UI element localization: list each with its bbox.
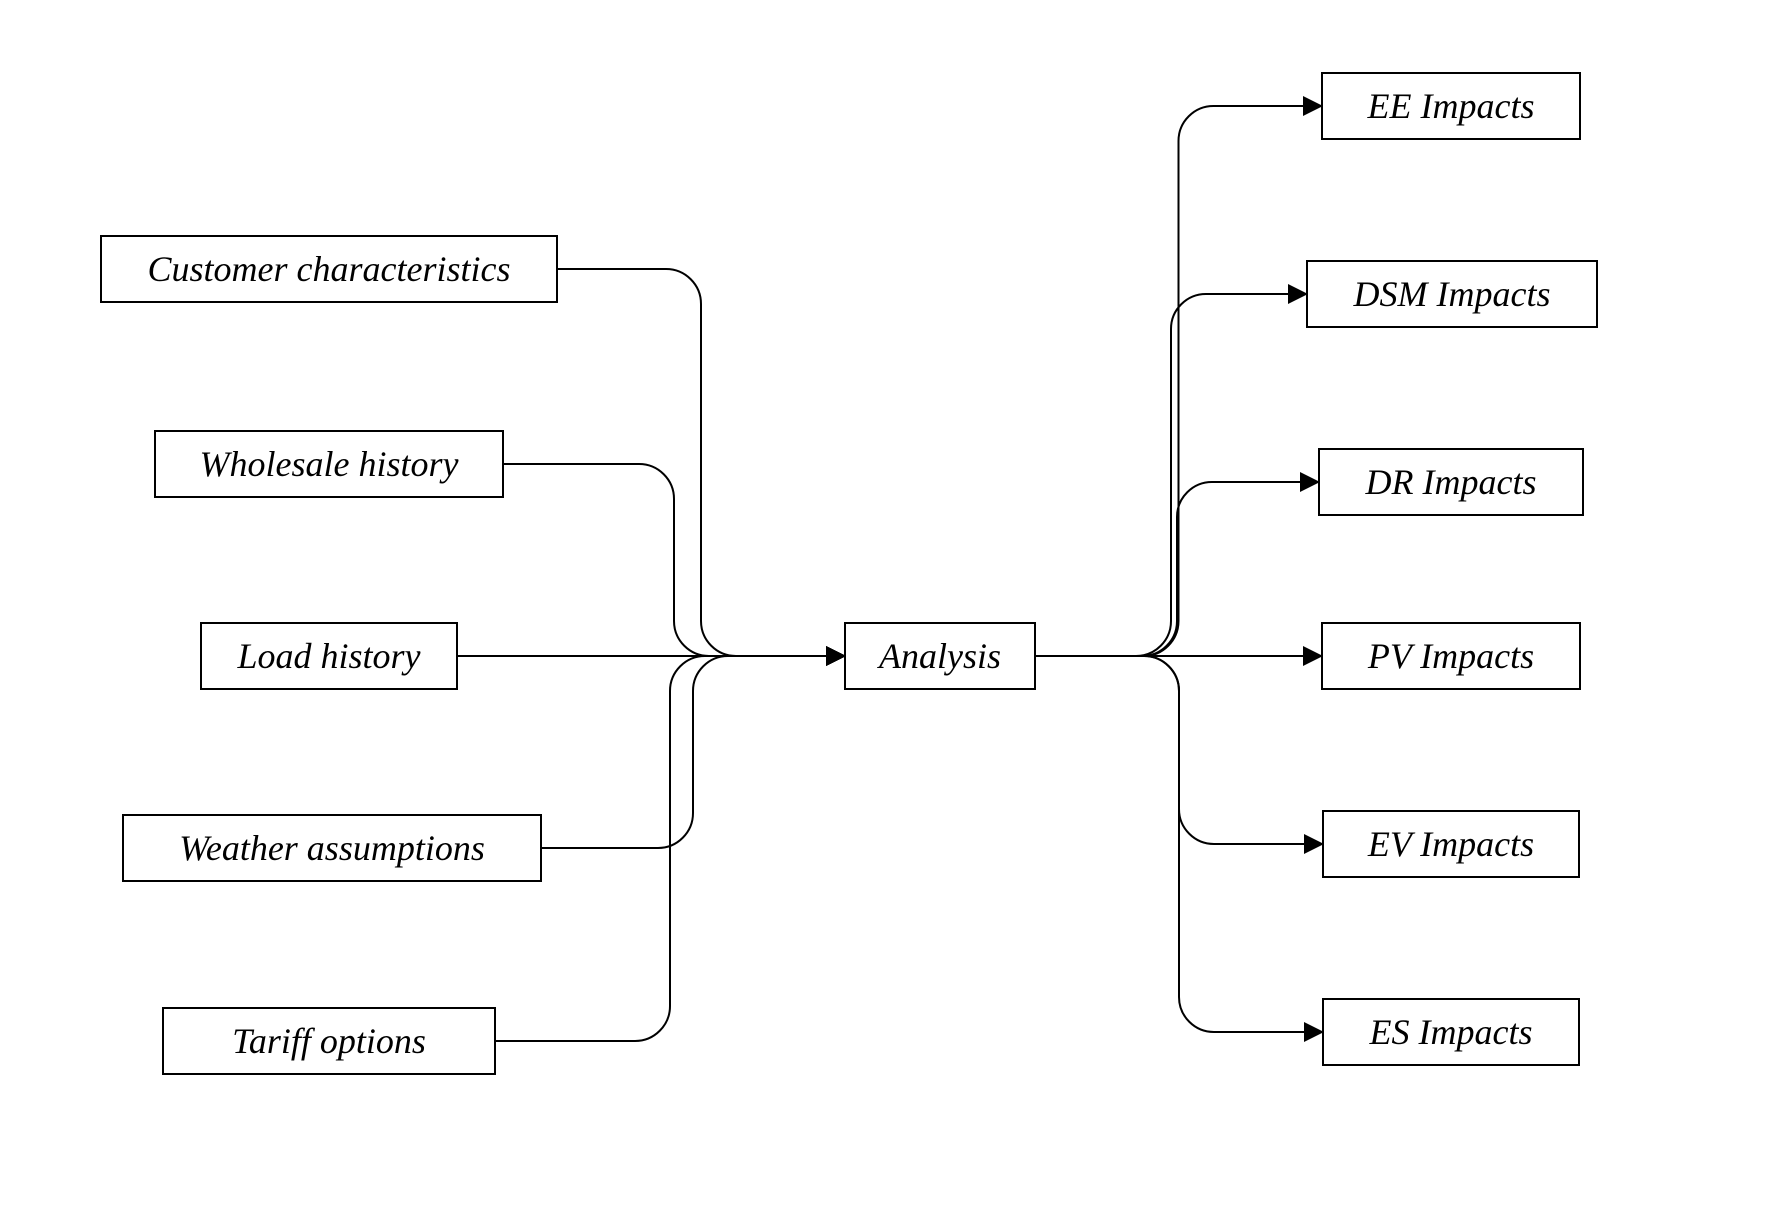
edge-input1-to-center <box>558 269 844 656</box>
edge-center-to-output3 <box>1036 482 1318 656</box>
edge-input2-to-center <box>504 464 844 656</box>
node-center: Analysis <box>844 622 1036 690</box>
node-label: Customer characteristics <box>148 248 511 290</box>
node-input3: Load history <box>200 622 458 690</box>
node-label: Load history <box>237 635 420 677</box>
node-label: ES Impacts <box>1370 1011 1533 1053</box>
node-output1: EE Impacts <box>1321 72 1581 140</box>
node-label: Tariff options <box>232 1020 426 1062</box>
node-output5: EV Impacts <box>1322 810 1580 878</box>
node-label: DSM Impacts <box>1354 273 1551 315</box>
edge-input5-to-center <box>496 656 844 1041</box>
node-input4: Weather assumptions <box>122 814 542 882</box>
node-label: PV Impacts <box>1368 635 1534 677</box>
node-label: EV Impacts <box>1368 823 1534 865</box>
node-input2: Wholesale history <box>154 430 504 498</box>
node-output4: PV Impacts <box>1321 622 1581 690</box>
edge-input4-to-center <box>542 656 844 848</box>
node-output6: ES Impacts <box>1322 998 1580 1066</box>
edge-center-to-output5 <box>1036 656 1322 844</box>
node-label: Analysis <box>879 635 1001 677</box>
node-label: EE Impacts <box>1368 85 1535 127</box>
node-label: DR Impacts <box>1366 461 1537 503</box>
edge-center-to-output2 <box>1036 294 1306 656</box>
node-output2: DSM Impacts <box>1306 260 1598 328</box>
edge-center-to-output6 <box>1036 656 1322 1032</box>
node-label: Wholesale history <box>200 443 459 485</box>
node-input1: Customer characteristics <box>100 235 558 303</box>
node-output3: DR Impacts <box>1318 448 1584 516</box>
edge-center-to-output1 <box>1036 106 1321 656</box>
node-input5: Tariff options <box>162 1007 496 1075</box>
node-label: Weather assumptions <box>179 827 485 869</box>
